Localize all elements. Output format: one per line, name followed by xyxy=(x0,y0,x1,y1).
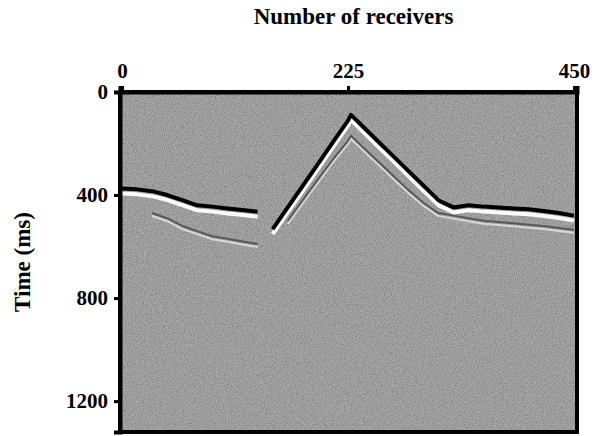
event-line xyxy=(288,136,574,230)
x-tick-label: 225 xyxy=(333,59,365,83)
y-axis: 0 400 800 1200 xyxy=(66,80,121,432)
y-axis-title: Time (ms) xyxy=(10,212,35,312)
y-tick: 0 xyxy=(98,80,121,104)
x-tick: 225 xyxy=(333,59,365,92)
y-tick-label: 0 xyxy=(98,80,109,104)
y-tick-mark xyxy=(114,400,120,403)
x-axis-title: Number of receivers xyxy=(254,4,454,29)
x-tick-label: 450 xyxy=(559,59,591,83)
y-tick: 400 xyxy=(77,183,121,207)
x-tick-mark xyxy=(573,86,576,92)
x-axis-line xyxy=(121,86,578,93)
chart: 0 225 450 0 400 800 1200 Number of receivers Tim… xyxy=(0,0,596,436)
event-halo xyxy=(152,216,257,247)
event-halo xyxy=(122,194,258,217)
event-line xyxy=(122,189,258,212)
x-tick: 0 xyxy=(117,59,128,92)
event-line xyxy=(273,115,574,229)
event-halo xyxy=(288,139,574,233)
y-tick: 800 xyxy=(77,286,121,310)
y-tick: 1200 xyxy=(66,389,120,413)
frame xyxy=(120,92,577,432)
x-tick-label: 0 xyxy=(117,59,128,83)
event-halo xyxy=(273,120,574,234)
y-tick-label: 400 xyxy=(77,183,109,207)
y-tick-mark xyxy=(114,297,120,300)
plot-area xyxy=(120,92,577,432)
x-tick-mark xyxy=(347,86,350,92)
event-line xyxy=(152,213,257,244)
background xyxy=(120,92,577,432)
y-axis-line xyxy=(114,93,121,433)
x-axis: 0 225 450 xyxy=(117,59,590,93)
y-tick-label: 800 xyxy=(77,286,109,310)
y-tick-label: 1200 xyxy=(66,389,108,413)
y-tick-mark xyxy=(114,194,120,197)
noise xyxy=(120,92,577,432)
x-tick: 450 xyxy=(559,59,591,92)
y-tick-mark xyxy=(114,91,120,94)
